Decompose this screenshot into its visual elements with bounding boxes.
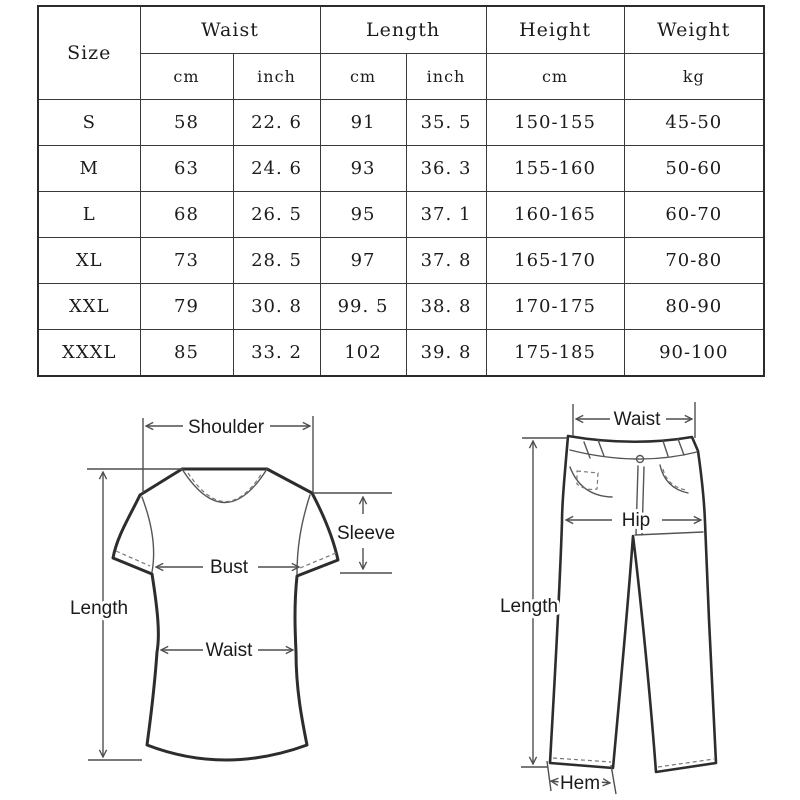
- length-label: Length: [500, 596, 558, 617]
- shoulder-label: Shoulder: [188, 417, 265, 438]
- cell-waist-cm: 85: [139, 329, 234, 377]
- hem-arrow-right: [599, 782, 610, 783]
- cell-length-inch: 35. 5: [405, 99, 487, 146]
- bust-label: Bust: [210, 557, 249, 578]
- cell-height: 160-165: [485, 191, 625, 238]
- cell-weight: 60-70: [623, 191, 765, 238]
- table-row: XXXL 85 33. 2 102 39. 8 175-185 90-100: [37, 329, 765, 377]
- cell-size: S: [37, 99, 141, 146]
- unit-length-inch: inch: [405, 53, 487, 100]
- cell-length-inch: 37. 8: [405, 237, 487, 284]
- unit-weight-kg: kg: [623, 53, 765, 100]
- cell-length-cm: 95: [319, 191, 407, 238]
- cell-weight: 90-100: [623, 329, 765, 377]
- cell-weight: 50-60: [623, 145, 765, 192]
- table-row: XXL 79 30. 8 99. 5 38. 8 170-175 80-90: [37, 283, 765, 330]
- cell-waist-inch: 33. 2: [232, 329, 321, 377]
- cell-waist-inch: 28. 5: [232, 237, 321, 284]
- cell-waist-cm: 63: [139, 145, 234, 192]
- table-row: M 63 24. 6 93 36. 3 155-160 50-60: [37, 145, 765, 192]
- cell-size: XXL: [37, 283, 141, 330]
- cell-length-cm: 91: [319, 99, 407, 146]
- size-table: Size Waist Length Height Weight cm inch …: [37, 5, 766, 377]
- cell-waist-cm: 79: [139, 283, 234, 330]
- cell-height: 170-175: [485, 283, 625, 330]
- unit-height-cm: cm: [485, 53, 625, 100]
- header-weight: Weight: [623, 5, 765, 54]
- hem-label: Hem: [560, 773, 600, 794]
- cell-waist-cm: 68: [139, 191, 234, 238]
- unit-length-cm: cm: [319, 53, 407, 100]
- table-row: L 68 26. 5 95 37. 1 160-165 60-70: [37, 191, 765, 238]
- cell-length-cm: 99. 5: [319, 283, 407, 330]
- unit-waist-inch: inch: [232, 53, 321, 100]
- pants-diagram: Waist Hip Length Hem: [497, 402, 718, 797]
- header-length: Length: [319, 5, 487, 54]
- tshirt-diagram: Shoulder Sleeve Bust Waist Length: [67, 414, 398, 762]
- cell-length-cm: 97: [319, 237, 407, 284]
- cell-weight: 80-90: [623, 283, 765, 330]
- waistband-button: [635, 454, 645, 464]
- length-label: Length: [70, 598, 128, 619]
- table-row: XL 73 28. 5 97 37. 8 165-170 70-80: [37, 237, 765, 284]
- cell-height: 175-185: [485, 329, 625, 377]
- sleeve-extension-lines: [313, 492, 392, 574]
- cell-size: M: [37, 145, 141, 192]
- cell-waist-cm: 73: [139, 237, 234, 284]
- cell-weight: 70-80: [623, 237, 765, 284]
- waist-label: Waist: [614, 409, 662, 430]
- cell-size: L: [37, 191, 141, 238]
- length-tick-lines: [521, 437, 567, 768]
- cell-length-cm: 102: [319, 329, 407, 377]
- shoulder-dimension: Shoulder: [142, 414, 314, 493]
- waist-label: Waist: [206, 640, 254, 661]
- hem-dimension: Hem: [546, 760, 617, 797]
- cell-length-cm: 93: [319, 145, 407, 192]
- shirt-waist-dimension: Waist: [161, 637, 293, 664]
- cell-height: 155-160: [485, 145, 625, 192]
- hip-dimension: Hip: [566, 507, 701, 534]
- cell-weight: 45-50: [623, 99, 765, 146]
- bust-dimension: Bust: [156, 554, 299, 581]
- sleeve-dimension: Sleeve: [313, 492, 398, 574]
- tshirt-outline: [111, 467, 340, 762]
- pants-length-dimension: Length: [497, 437, 567, 768]
- hip-label: Hip: [622, 510, 651, 531]
- cell-height: 150-155: [485, 99, 625, 146]
- waist-extension-lines: [572, 402, 696, 438]
- cell-size: XL: [37, 237, 141, 284]
- cell-height: 165-170: [485, 237, 625, 284]
- tshirt-dashed-seams: [115, 472, 337, 569]
- hem-arrow-left: [551, 781, 561, 782]
- shoulder-extension-lines: [142, 416, 314, 493]
- cell-waist-inch: 24. 6: [232, 145, 321, 192]
- length-tick-lines: [87, 468, 183, 761]
- cell-length-inch: 38. 8: [405, 283, 487, 330]
- cell-length-inch: 39. 8: [405, 329, 487, 377]
- cell-waist-cm: 58: [139, 99, 234, 146]
- cell-size: XXXL: [37, 329, 141, 377]
- table-header-row-1: Size Waist Length Height Weight: [37, 5, 765, 100]
- hem-extension-lines: [546, 760, 617, 795]
- cell-waist-inch: 22. 6: [232, 99, 321, 146]
- table-header-row-2: cm inch cm inch cm kg: [38, 53, 765, 100]
- pants-dashed-details: [552, 468, 715, 768]
- shirt-length-dimension: Length: [67, 468, 183, 761]
- header-height: Height: [485, 5, 625, 54]
- pants-outline: [548, 434, 718, 774]
- table-row: S 58 22. 6 91 35. 5 150-155 45-50: [37, 99, 765, 146]
- unit-waist-cm: cm: [139, 53, 234, 100]
- cell-waist-inch: 26. 5: [232, 191, 321, 238]
- pants-waist-dimension: Waist: [572, 402, 696, 438]
- measurement-diagrams: Shoulder Sleeve Bust Waist Length: [67, 402, 718, 797]
- cell-length-inch: 36. 3: [405, 145, 487, 192]
- cell-waist-inch: 30. 8: [232, 283, 321, 330]
- header-size: Size: [37, 5, 141, 100]
- sleeve-label: Sleeve: [337, 523, 395, 544]
- pants-details: [569, 438, 704, 536]
- cell-length-inch: 37. 1: [405, 191, 487, 238]
- header-waist: Waist: [139, 5, 321, 54]
